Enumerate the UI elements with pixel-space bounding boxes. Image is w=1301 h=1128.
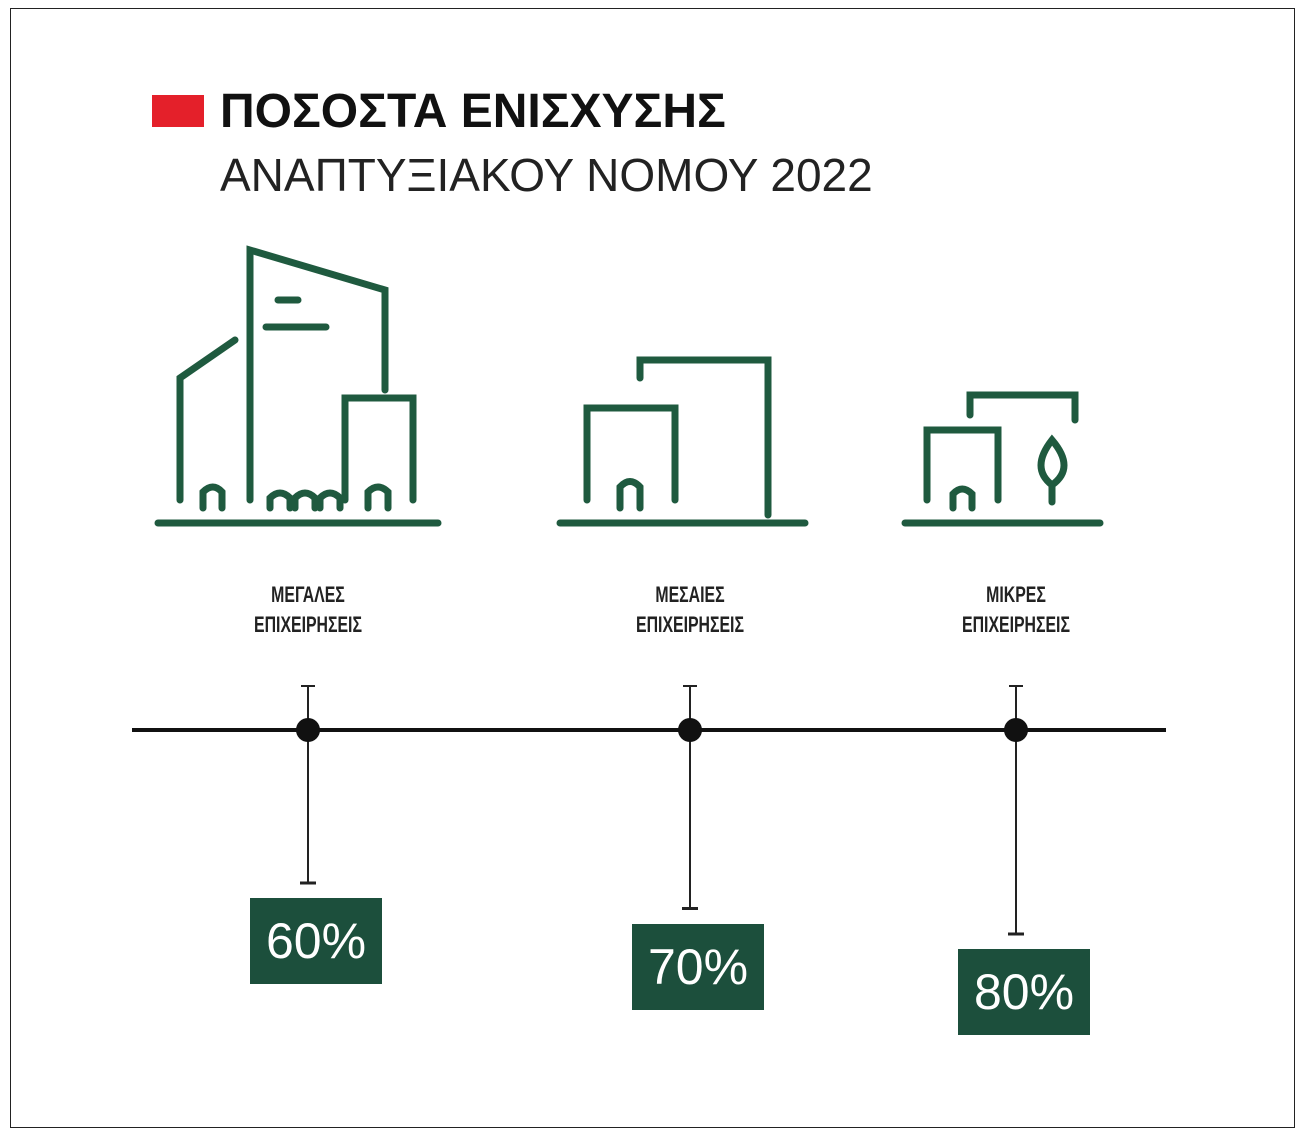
point — [678, 718, 702, 742]
category-label: ΜΕΓΑΛΕΣ ΕΠΙΧΕΙΡΗΣΕΙΣ — [254, 580, 362, 640]
category-label: ΜΙΚΡΕΣ ΕΠΙΧΕΙΡΗΣΕΙΣ — [962, 580, 1070, 640]
value-label: 70% — [632, 924, 764, 1010]
point — [1004, 718, 1028, 742]
page: ΠΟΣΟΣΤΑ ΕΝΙΣΧΥΣΗΣ ΑΝΑΠΤΥΞΙΑΚΟΥ ΝΟΜΟΥ 202… — [0, 0, 1301, 1104]
value-label: 60% — [250, 898, 382, 984]
point — [296, 718, 320, 742]
value-label: 80% — [958, 949, 1090, 1035]
icons — [158, 250, 1100, 523]
category-label: ΜΕΣΑΙΕΣ ΕΠΙΧΕΙΡΗΣΕΙΣ — [636, 580, 744, 640]
